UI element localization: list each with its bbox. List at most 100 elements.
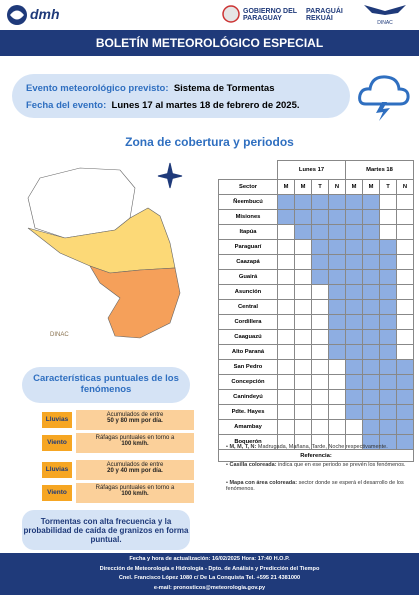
sector-row: Cordillera: [218, 314, 414, 330]
sector-name: Canindeyú: [218, 389, 278, 405]
item-line: Acumulados de entre: [106, 462, 164, 468]
period-cell: [345, 344, 363, 360]
period-cell: [379, 254, 397, 270]
footer-line: Dirección de Meteorología e Hidrología -…: [99, 565, 320, 572]
period-cell: [362, 269, 380, 285]
period-cell: [277, 299, 295, 315]
sector-row: Alto Paraná: [218, 344, 414, 360]
period-cell: [379, 389, 397, 405]
item-line: Ráfagas puntuales en torno a: [95, 485, 175, 491]
item-label: Lluvias: [42, 412, 72, 428]
period-header: M: [345, 179, 363, 195]
period-cell: [396, 194, 414, 210]
value: Lunes 17 al martes 18 de febrero de 2025…: [111, 100, 300, 111]
period-cell: [277, 314, 295, 330]
period-cell: [294, 419, 312, 435]
period-cell: [396, 239, 414, 255]
period-cell: [396, 224, 414, 240]
period-cell: [311, 269, 329, 285]
period-cell: [379, 344, 397, 360]
characteristics-title-box: Características puntuales de los fenómen…: [22, 367, 190, 403]
period-cell: [379, 269, 397, 285]
period-cell: [328, 389, 346, 405]
footer: Fecha y hora de actualización: 16/02/202…: [0, 553, 419, 595]
sector-name: Guairá: [218, 269, 278, 285]
day-row: Lunes 17 Martes 18: [219, 160, 414, 180]
sector-row: Boquerón: [218, 434, 414, 450]
period-cell: [379, 314, 397, 330]
period-cell: [277, 374, 295, 390]
characteristics-title: Características puntuales de los fenómen…: [33, 373, 179, 395]
period-cell: [294, 284, 312, 300]
period-cell: [311, 239, 329, 255]
sector-row: Central: [218, 299, 414, 315]
logo: dmh: [7, 5, 60, 25]
period-cell: [379, 209, 397, 225]
period-header: T: [311, 179, 329, 195]
period-header: T: [379, 179, 397, 195]
period-cell: [294, 269, 312, 285]
sector-name: Cordillera: [218, 314, 278, 330]
period-cell: [396, 359, 414, 375]
period-cell: [277, 329, 295, 345]
sector-row: Pdte. Hayes: [218, 404, 414, 420]
period-cell: [345, 389, 363, 405]
sector-row: Canindeyú: [218, 389, 414, 405]
sector-name: Amambay: [218, 419, 278, 435]
period-cell: [345, 239, 363, 255]
reference-item: • Casilla coloreada: indica que en ese p…: [226, 462, 406, 468]
period-cell: [328, 329, 346, 345]
period-cell: [379, 434, 397, 450]
period-cell: [362, 284, 380, 300]
period-cell: [277, 359, 295, 375]
period-cell: [277, 404, 295, 420]
period-cell: [311, 389, 329, 405]
storm-icon: [358, 75, 410, 121]
sector-name: Itapúa: [218, 224, 278, 240]
period-cell: [294, 239, 312, 255]
reference-item: • M, M, T, N: Madrugada, Mañana, Tarde, …: [226, 444, 388, 450]
reference-term: Casilla coloreada:: [229, 462, 277, 468]
period-cell: [328, 269, 346, 285]
period-cell: [345, 299, 363, 315]
reference-text: indica que en ese periodo se prevén los …: [278, 462, 406, 468]
period-cell: [345, 284, 363, 300]
period-cell: [328, 224, 346, 240]
period-header: M: [362, 179, 380, 195]
period-cell: [396, 329, 414, 345]
period-cell: [277, 269, 295, 285]
sector-row: Ñeembucú: [218, 194, 414, 210]
period-cell: [311, 374, 329, 390]
section-title: Zona de cobertura y periodos: [125, 135, 294, 149]
period-cell: [311, 419, 329, 435]
period-cell: [277, 344, 295, 360]
characteristic-item: Lluvias Acumulados de entre 20 y 40 mm por…: [20, 460, 196, 480]
sector-name: Asunción: [218, 284, 278, 300]
period-cell: [396, 344, 414, 360]
slogan: PARAGUÁI REKUÁI: [306, 8, 343, 22]
period-cell: [311, 224, 329, 240]
sector-row: Caaguazú: [218, 329, 414, 345]
item-box: Ráfagas puntuales en torno a 100 km/h.: [76, 483, 194, 503]
period-cell: [311, 359, 329, 375]
period-cell: [294, 299, 312, 315]
period-cell: [328, 359, 346, 375]
period-cell: [328, 284, 346, 300]
period-cell: [277, 434, 295, 450]
period-cell: [311, 254, 329, 270]
sector-name: San Pedro: [218, 359, 278, 375]
item-label: Viento: [42, 485, 72, 501]
period-cell: [345, 419, 363, 435]
item-line: 50 y 80 mm por día.: [107, 418, 163, 424]
period-cell: [277, 284, 295, 300]
period-cell: [294, 404, 312, 420]
sector-row: Concepción: [218, 374, 414, 390]
sector-name: Ñeembucú: [218, 194, 278, 210]
period-cell: [379, 284, 397, 300]
sector-name: Central: [218, 299, 278, 315]
period-cell: [345, 209, 363, 225]
characteristic-item: Viento Ráfagas puntuales en torno a 100 km…: [20, 433, 196, 453]
period-cell: [277, 419, 295, 435]
sector-name: Paraguarí: [218, 239, 278, 255]
period-cell: [328, 239, 346, 255]
